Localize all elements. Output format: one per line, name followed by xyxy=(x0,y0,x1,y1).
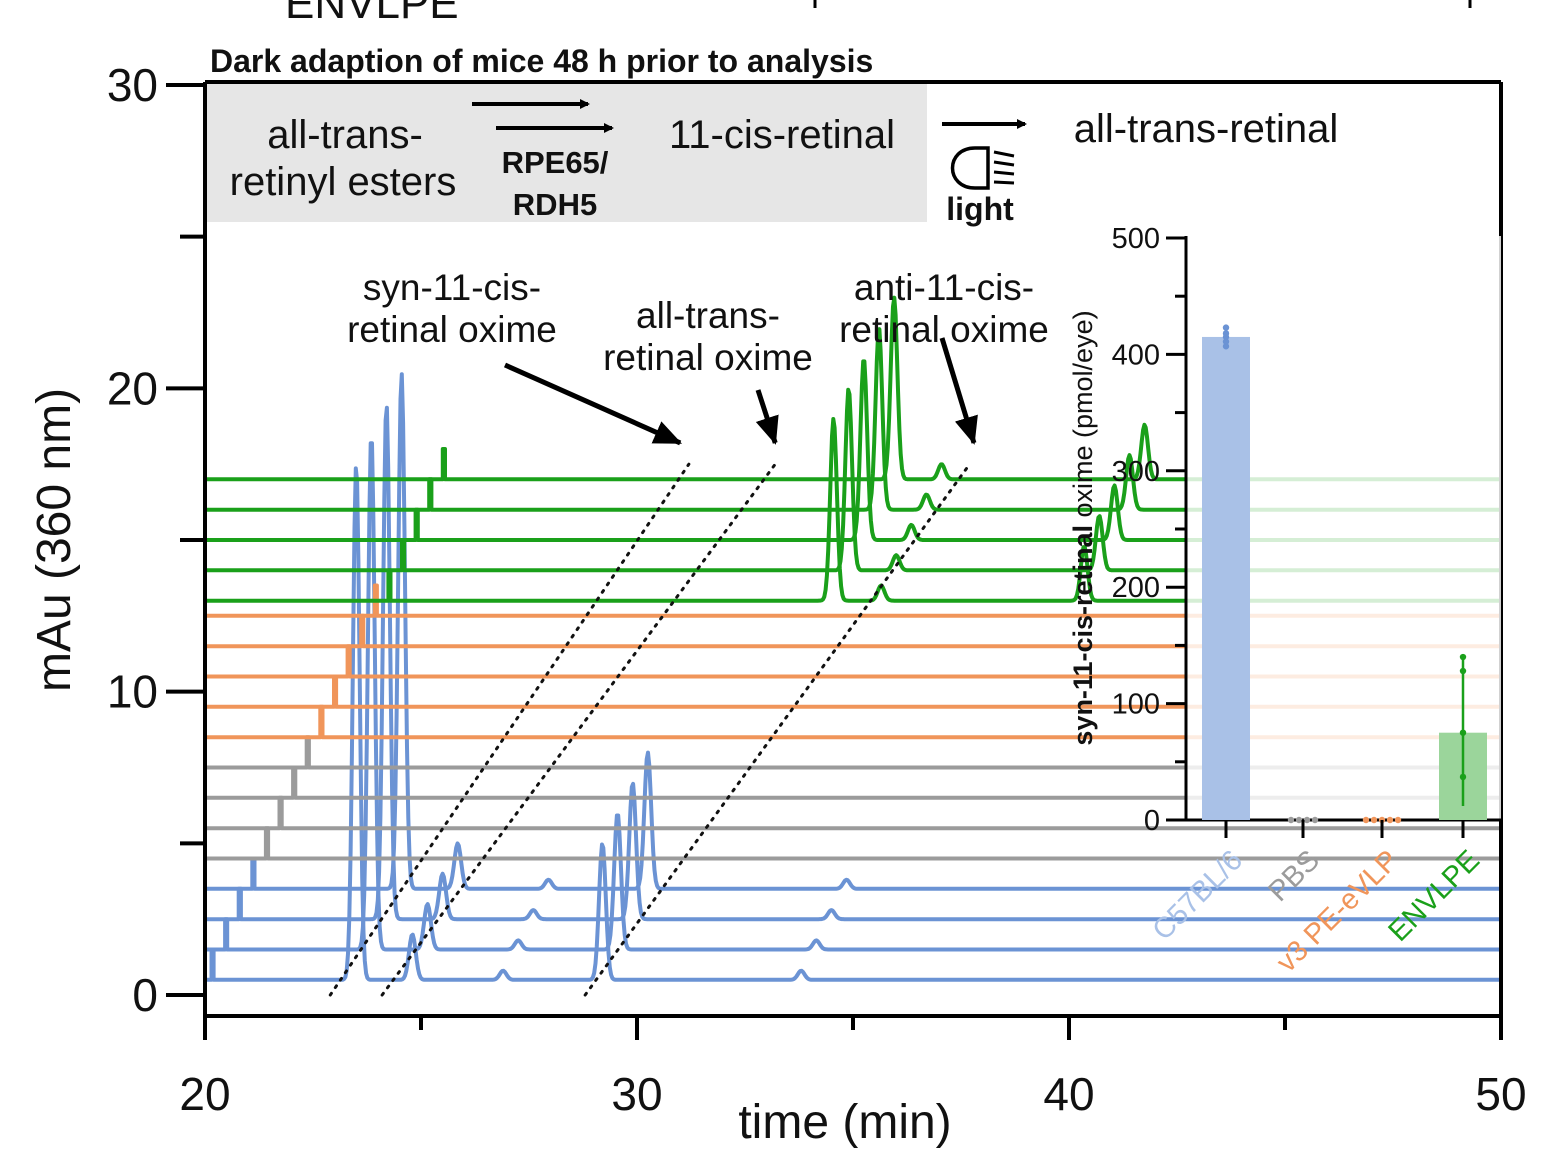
inset-point-v3-pe-evlp xyxy=(1386,816,1394,824)
scheme-substrate-line2: retinyl esters xyxy=(230,160,457,204)
annotation-2-line-0: anti-11-cis- xyxy=(854,267,1034,308)
dotted-guide-2 xyxy=(583,462,972,997)
trace-c57bl-6-0 xyxy=(205,466,1501,982)
scheme-trigger: light xyxy=(946,191,1014,227)
y-tick-label-20: 20 xyxy=(107,362,158,414)
inset-bar-c57bl-6 xyxy=(1202,336,1250,820)
inset-point-envlpe xyxy=(1459,653,1467,661)
inset-point-v3-pe-evlp xyxy=(1362,816,1370,824)
inset-point-c57bl-6 xyxy=(1222,330,1230,337)
annotation-1-line-0: all-trans- xyxy=(636,295,780,336)
x-axis-label: time (min) xyxy=(738,1096,951,1149)
inset-point-pbs xyxy=(1287,816,1295,824)
x-tick-label-20: 20 xyxy=(179,1068,230,1120)
inset-point-c57bl-6 xyxy=(1222,324,1230,331)
inset-y-axis-label: syn-11-cis-retinal oxime (pmol/eye) xyxy=(1068,310,1098,745)
main-chart: Dark adaption of mice 48 h prior to anal… xyxy=(28,43,1527,1149)
annotation-1-line-1: retinal oxime xyxy=(603,337,813,378)
x-tick-label-50: 50 xyxy=(1475,1068,1526,1120)
scheme-intermediate: 11-cis-retinal xyxy=(669,113,895,157)
chart-title: Dark adaption of mice 48 h prior to anal… xyxy=(210,43,873,79)
inset-category-label-pbs: PBS xyxy=(1262,844,1326,908)
trace-c57bl-6-2 xyxy=(205,405,1501,922)
inset-point-envlpe xyxy=(1459,729,1467,736)
y-axis-label: mAu (360 nm) xyxy=(28,388,81,692)
annotation-arrow-2 xyxy=(939,337,978,445)
inset-y-label-bold: syn-11-cis-retinal xyxy=(1068,525,1098,746)
inset-point-pbs xyxy=(1311,816,1319,824)
scheme-enzyme-line1: RPE65/ xyxy=(502,145,609,180)
y-tick-label-0: 0 xyxy=(132,969,158,1021)
guides-layer xyxy=(328,462,972,997)
annotations-layer: syn-11-cis-retinal oxime all-trans-retina… xyxy=(347,267,1049,446)
inset-y-tick-label-0: 0 xyxy=(1144,805,1160,837)
inset-point-c57bl-6 xyxy=(1222,343,1230,350)
inset-point-envlpe xyxy=(1459,773,1467,781)
inset-y-label-rest: oxime (pmol/eye) xyxy=(1068,310,1098,525)
dotted-guide-0 xyxy=(328,462,691,997)
inset-y-tick-label-300: 300 xyxy=(1112,456,1160,488)
x-tick-label-40: 40 xyxy=(1043,1068,1094,1120)
inset-point-pbs xyxy=(1295,816,1303,824)
scheme-enzyme-line2: RDH5 xyxy=(513,187,597,222)
annotation-0-line-0: syn-11-cis- xyxy=(363,267,541,308)
y-tick-label-10: 10 xyxy=(107,666,158,718)
trace-pbs-5 xyxy=(205,795,1502,831)
inset-point-envlpe xyxy=(1459,667,1467,675)
dotted-guide-1 xyxy=(380,462,777,997)
trace-c57bl-6-3 xyxy=(205,372,1502,891)
header-fragment: ENVLPE xyxy=(285,0,459,28)
trace-c57bl-6-1 xyxy=(205,441,1502,952)
inset-y-tick-label-400: 400 xyxy=(1112,339,1160,371)
inset-point-c57bl-6 xyxy=(1222,338,1230,345)
inset-y-tick-label-100: 100 xyxy=(1112,689,1160,721)
inset-y-tick-label-500: 500 xyxy=(1112,223,1160,255)
inset-point-v3-pe-evlp xyxy=(1370,816,1378,824)
trace-pbs-4 xyxy=(205,826,1501,861)
annotation-0-line-1: retinal oxime xyxy=(347,309,557,350)
x-tick-label-30: 30 xyxy=(611,1068,662,1120)
annotation-arrow-1 xyxy=(755,389,779,445)
light-icon xyxy=(950,146,1015,190)
y-tick-label-30: 30 xyxy=(107,59,158,111)
annotation-arrow-0 xyxy=(503,362,683,446)
inset-y-tick-label-200: 200 xyxy=(1112,572,1160,604)
inset-point-v3-pe-evlp xyxy=(1394,816,1402,824)
scheme-product: all-trans-retinal xyxy=(1074,107,1339,151)
scheme-substrate-line1: all-trans- xyxy=(267,113,423,157)
inset-point-pbs xyxy=(1303,816,1311,824)
